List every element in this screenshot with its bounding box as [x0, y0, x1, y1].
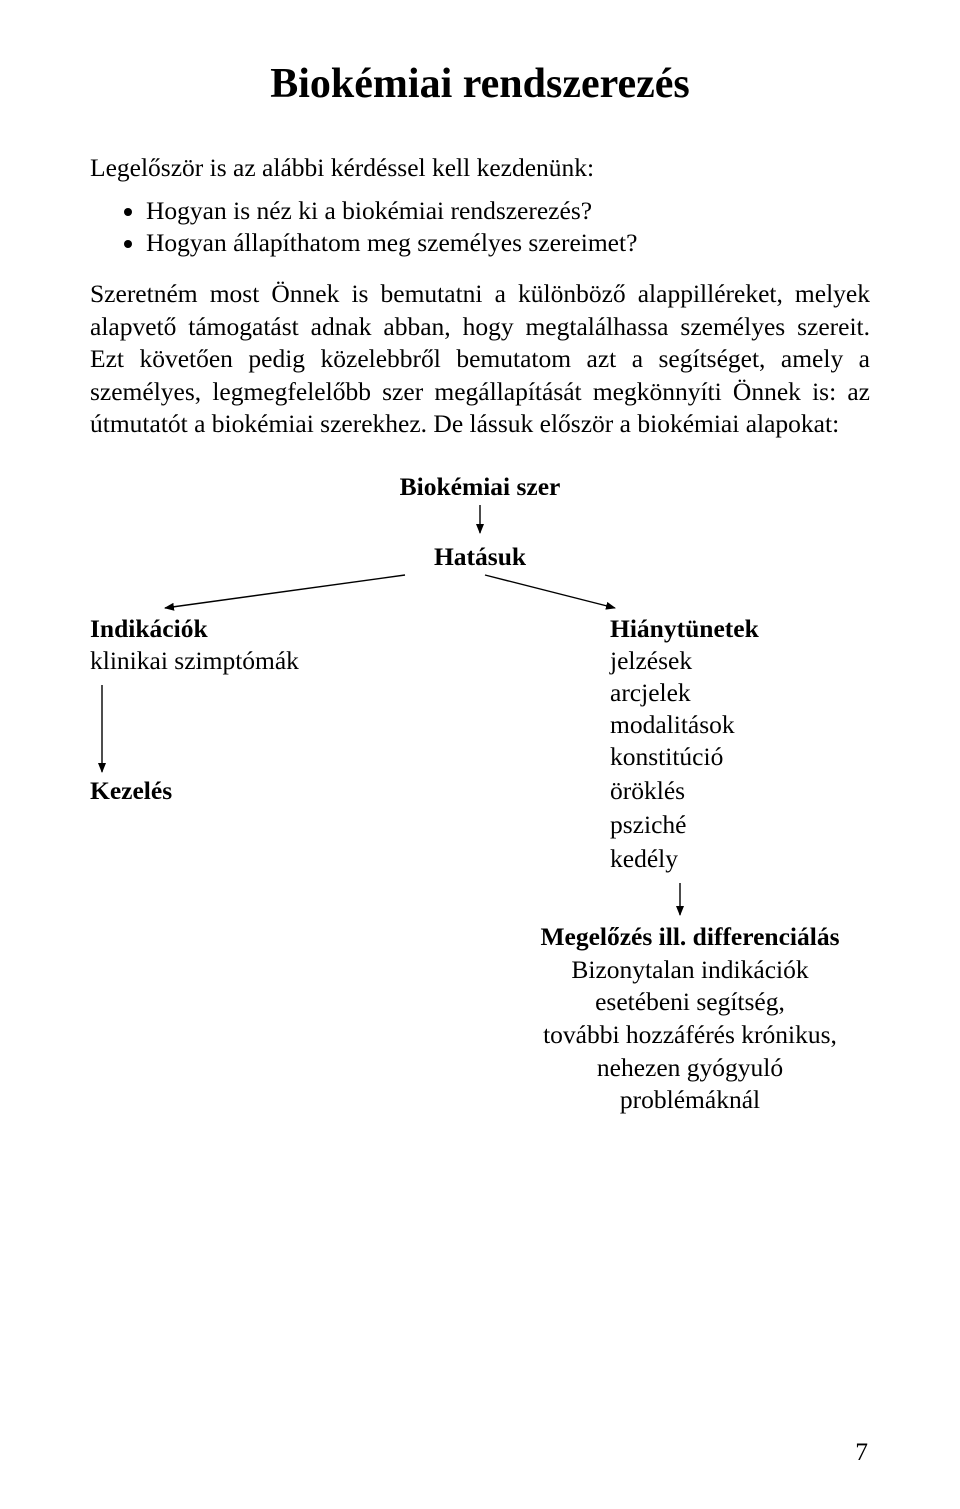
diagram-node-konstitucio: konstitúció: [610, 741, 723, 774]
intro-text: Legelőször is az alábbi kérdéssel kell k…: [90, 152, 870, 185]
diagram-node-hatasuk: Hatásuk: [434, 541, 526, 574]
diagram: Biokémiai szer Hatásuk Indikációk klinik…: [90, 465, 870, 1185]
diagram-node-klinikai: klinikai szimptómák: [90, 645, 299, 678]
page: Biokémiai rendszerezés Legelőször is az …: [0, 0, 960, 1509]
diagram-node-modalitasok: modalitások: [610, 709, 735, 742]
diagram-node-orokles: öröklés: [610, 775, 685, 808]
list-item: Hogyan is néz ki a biokémiai rendszerezé…: [146, 195, 870, 228]
diagram-node-psziche: psziché: [610, 809, 686, 842]
diagram-detail: Bizonytalan indikációk: [510, 954, 870, 987]
page-title: Biokémiai rendszerezés: [90, 60, 870, 108]
list-item: Hogyan állapíthatom meg személyes szerei…: [146, 227, 870, 260]
diagram-node-megelozes: Megelőzés ill. differenciálás: [510, 921, 870, 954]
diagram-detail: további hozzáférés krónikus,: [510, 1019, 870, 1052]
body-paragraph: Szeretném most Önnek is bemutatni a külö…: [90, 278, 870, 441]
diagram-detail: problémáknál: [510, 1084, 870, 1117]
diagram-node-biokemiai-szer: Biokémiai szer: [400, 471, 561, 504]
diagram-node-indikaciok: Indikációk: [90, 613, 208, 646]
diagram-node-hianytunetek: Hiánytünetek: [610, 613, 759, 646]
diagram-node-jelzesek: jelzések: [610, 645, 692, 678]
diagram-node-kezeles: Kezelés: [90, 775, 172, 808]
diagram-node-arcjelek: arcjelek: [610, 677, 691, 710]
page-number: 7: [855, 1437, 868, 1467]
diagram-detail: nehezen gyógyuló: [510, 1052, 870, 1085]
diagram-node-kedely: kedély: [610, 843, 678, 876]
diagram-detail: esetébeni segítség,: [510, 986, 870, 1019]
question-list: Hogyan is néz ki a biokémiai rendszerezé…: [90, 195, 870, 260]
